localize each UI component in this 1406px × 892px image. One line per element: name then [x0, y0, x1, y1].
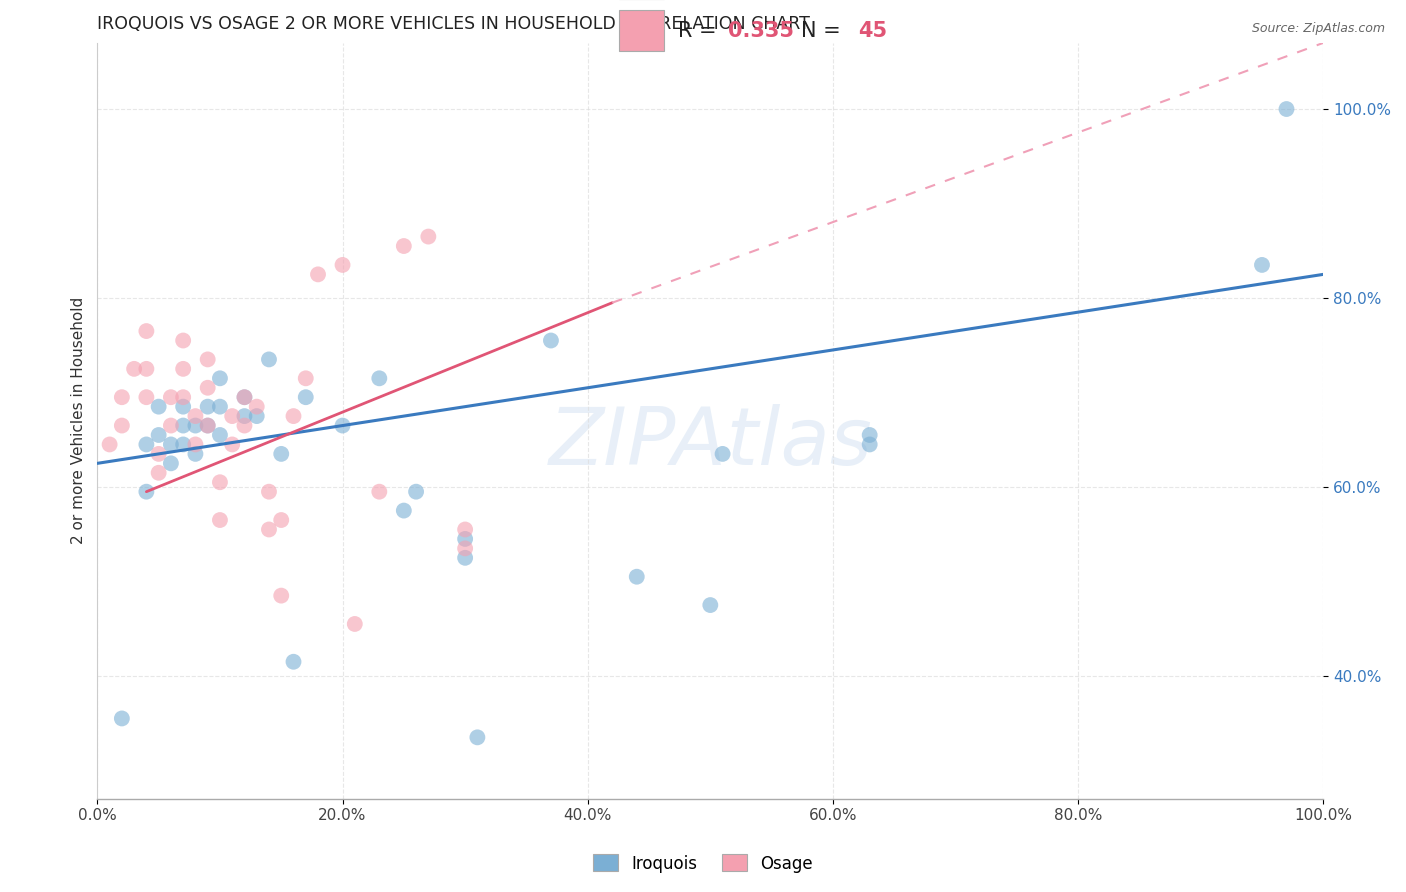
Point: [135, 324, 157, 338]
Point: [184, 437, 207, 451]
Y-axis label: 2 or more Vehicles in Household: 2 or more Vehicles in Household: [72, 297, 86, 544]
Point: [172, 400, 194, 414]
Point: [197, 400, 219, 414]
Point: [392, 239, 415, 253]
Point: [233, 418, 256, 433]
Point: [392, 503, 415, 517]
Point: [454, 523, 477, 537]
Point: [197, 418, 219, 433]
Point: [270, 513, 292, 527]
Point: [257, 523, 280, 537]
Point: [197, 352, 219, 367]
Point: [307, 268, 329, 282]
Point: [184, 447, 207, 461]
Point: [172, 390, 194, 404]
Text: 0.335: 0.335: [728, 21, 793, 40]
Point: [148, 466, 170, 480]
Point: [208, 428, 231, 442]
Point: [160, 456, 183, 470]
Point: [208, 513, 231, 527]
Point: [283, 655, 305, 669]
Point: [221, 437, 243, 451]
Legend: Iroquois, Osage: Iroquois, Osage: [586, 847, 820, 880]
Point: [148, 428, 170, 442]
Point: [233, 409, 256, 423]
Point: [257, 352, 280, 367]
Point: [172, 362, 194, 376]
Point: [540, 334, 562, 348]
Point: [135, 484, 157, 499]
Point: [294, 390, 316, 404]
Text: R =: R =: [678, 21, 724, 40]
Point: [467, 731, 489, 745]
Point: [332, 258, 354, 272]
Point: [283, 409, 305, 423]
Point: [160, 418, 183, 433]
Point: [368, 484, 391, 499]
Text: N =: N =: [801, 21, 848, 40]
Point: [172, 437, 194, 451]
Point: [135, 437, 157, 451]
Point: [233, 390, 256, 404]
Point: [172, 334, 194, 348]
Point: [454, 550, 477, 565]
Point: [257, 484, 280, 499]
Point: [332, 418, 354, 433]
Point: [626, 570, 648, 584]
Point: [418, 229, 440, 244]
Text: Source: ZipAtlas.com: Source: ZipAtlas.com: [1251, 22, 1385, 36]
Text: IROQUOIS VS OSAGE 2 OR MORE VEHICLES IN HOUSEHOLD CORRELATION CHART: IROQUOIS VS OSAGE 2 OR MORE VEHICLES IN …: [97, 15, 810, 33]
Point: [246, 409, 269, 423]
Text: ZIPAtlas: ZIPAtlas: [548, 404, 872, 483]
Point: [270, 447, 292, 461]
Point: [270, 589, 292, 603]
Point: [343, 617, 366, 632]
Point: [148, 400, 170, 414]
Point: [711, 447, 734, 461]
Point: [699, 598, 721, 612]
Point: [246, 400, 269, 414]
Point: [1275, 102, 1298, 116]
Point: [98, 437, 121, 451]
Point: [405, 484, 427, 499]
Point: [1251, 258, 1274, 272]
Point: [859, 428, 882, 442]
Point: [111, 711, 134, 725]
Point: [160, 437, 183, 451]
Point: [208, 475, 231, 490]
Point: [135, 390, 157, 404]
Text: 45: 45: [858, 21, 887, 40]
Point: [208, 400, 231, 414]
Point: [859, 437, 882, 451]
Point: [111, 390, 134, 404]
Point: [148, 447, 170, 461]
Point: [197, 381, 219, 395]
Point: [233, 390, 256, 404]
Point: [111, 418, 134, 433]
Point: [135, 362, 157, 376]
Point: [122, 362, 145, 376]
Point: [454, 541, 477, 556]
Bar: [619, 10, 664, 51]
Point: [221, 409, 243, 423]
Point: [184, 418, 207, 433]
Point: [172, 418, 194, 433]
Point: [184, 409, 207, 423]
Point: [454, 532, 477, 546]
Point: [208, 371, 231, 385]
Point: [160, 390, 183, 404]
Point: [368, 371, 391, 385]
Point: [294, 371, 316, 385]
Point: [197, 418, 219, 433]
